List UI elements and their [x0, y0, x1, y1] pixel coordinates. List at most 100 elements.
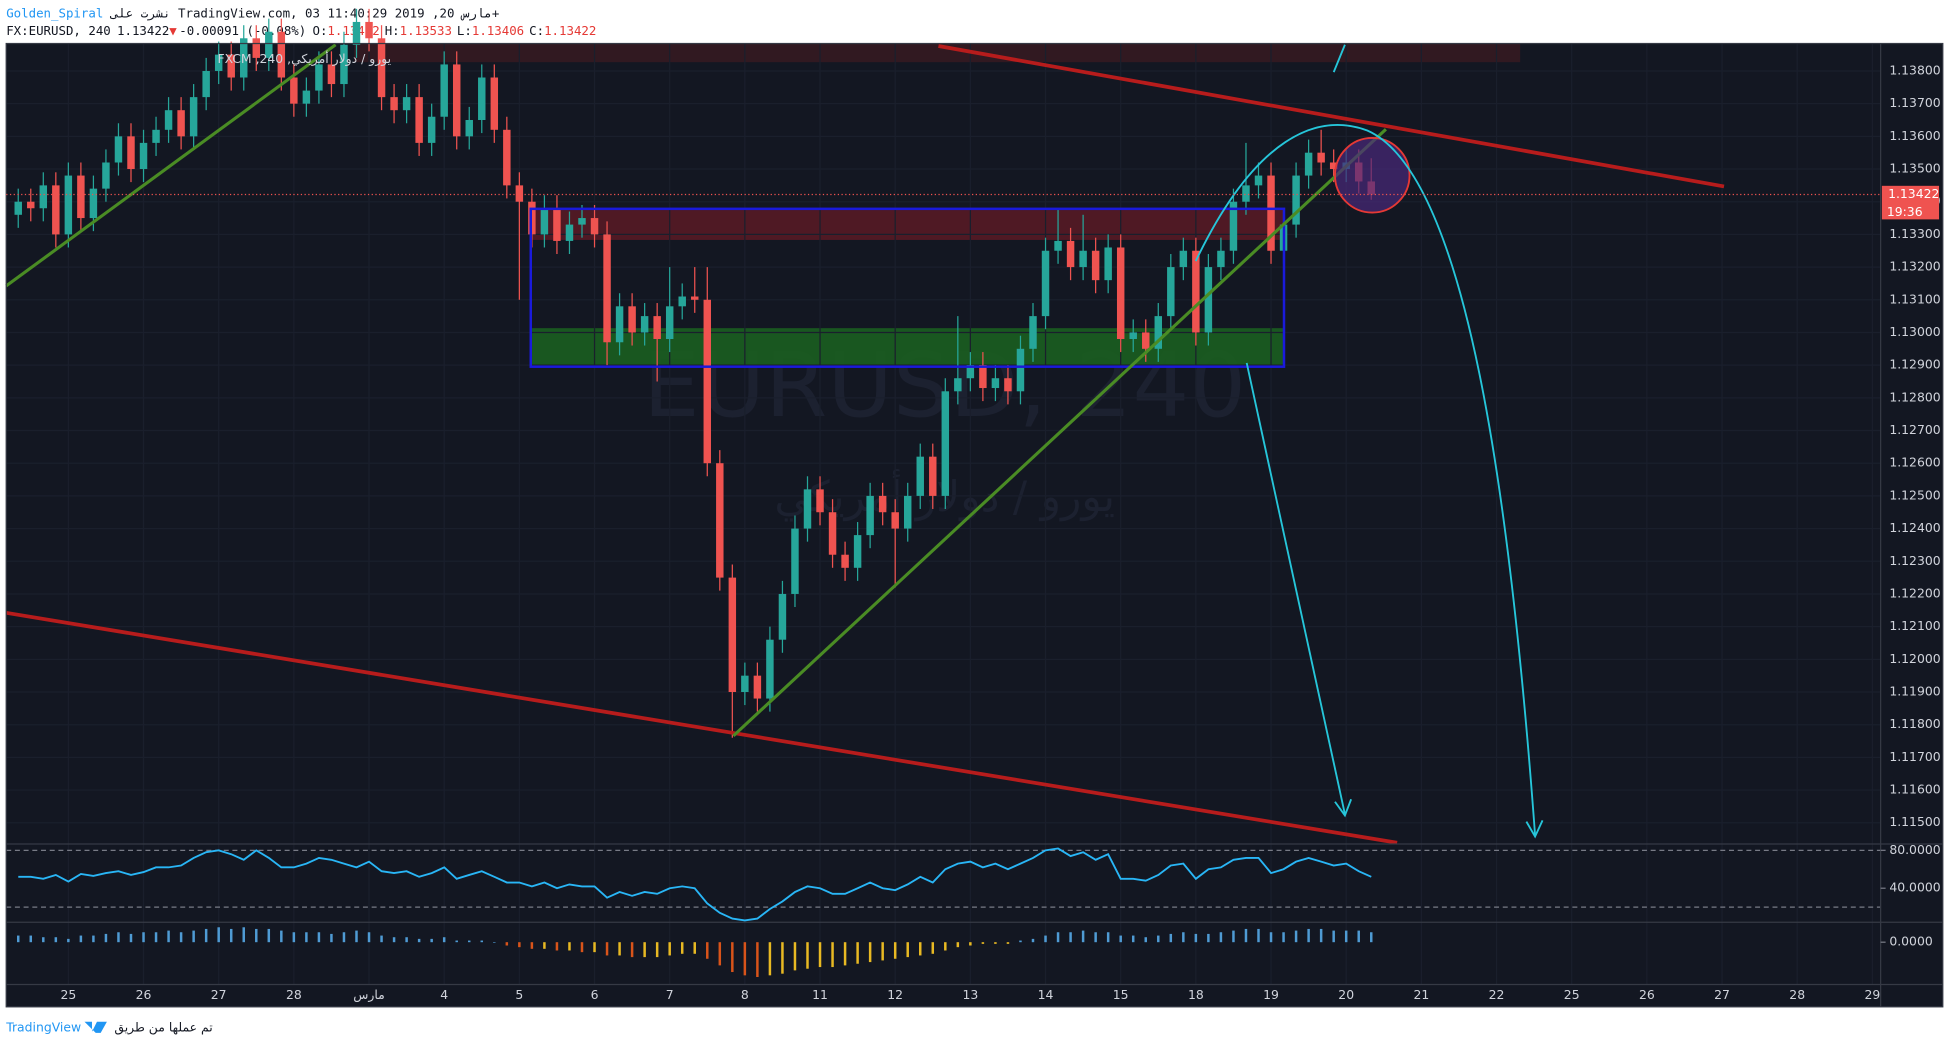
y-tick-label: 1.12800	[1889, 389, 1940, 404]
histogram-bar	[718, 942, 722, 966]
candle-body	[578, 218, 586, 225]
y-tick-label: 1.12000	[1889, 651, 1940, 666]
candle-body	[315, 64, 323, 91]
candle-body	[152, 129, 160, 143]
low: 1.13406	[472, 23, 524, 38]
channel-top	[938, 44, 1725, 189]
y-tick-label: 1.13300	[1889, 226, 1940, 241]
histogram-bar	[1019, 940, 1022, 943]
histogram-bar	[919, 942, 922, 956]
histogram-bar	[868, 942, 872, 963]
candle-body	[1029, 316, 1037, 349]
y-tick-label: 1.11700	[1889, 749, 1940, 764]
histogram-bar	[1081, 930, 1085, 943]
candle-body	[1054, 240, 1062, 251]
candle-body	[214, 54, 223, 71]
histogram-bar	[956, 942, 960, 948]
candle-body	[77, 175, 85, 219]
candle-body	[1129, 332, 1137, 339]
candle-body	[1192, 250, 1200, 333]
arrow: ▼	[169, 23, 177, 38]
x-tick-label: 29	[1864, 987, 1880, 1002]
candle-body	[991, 378, 1000, 389]
histogram-bar	[655, 942, 659, 958]
histogram-bar	[455, 940, 458, 943]
x-tick-label: 11	[812, 987, 828, 1002]
header-line: Golden_Spiral نشرت على TradingView.com, م…	[6, 5, 499, 21]
candle-body	[878, 495, 887, 513]
candle-body	[590, 218, 599, 235]
highlight-circle	[1334, 137, 1411, 214]
candle-body	[1004, 378, 1012, 392]
histogram-bar	[1319, 928, 1323, 943]
candle-body	[1016, 348, 1025, 392]
histogram-bar	[1344, 930, 1348, 943]
histogram-bar	[931, 942, 935, 954]
data-layer: 25 26 27 28 مارس 4 5 6 7 8 11 12 13 14 15 18 19 20 21 22 25 2…	[6, 8, 1881, 1003]
histogram-bar	[167, 930, 170, 943]
histogram-bar	[843, 942, 847, 966]
y-tick-label: 1.11900	[1889, 684, 1940, 699]
histogram-bar	[881, 942, 884, 961]
histogram-bar	[342, 932, 346, 943]
histogram-bar	[79, 935, 83, 943]
x-tick-label: 25	[1564, 987, 1580, 1002]
candle-body	[841, 554, 849, 568]
histogram-bar	[1357, 930, 1360, 943]
candle-body	[1179, 250, 1188, 268]
l-label: L:	[457, 23, 472, 38]
x-tick-label: 26	[1639, 987, 1655, 1002]
candle-body	[728, 577, 737, 693]
candle-body	[903, 495, 912, 529]
x-tick-label: 25	[60, 987, 76, 1002]
candle-body	[452, 64, 461, 137]
histogram-bar	[442, 937, 446, 943]
histogram-bar	[630, 942, 634, 958]
candle-body	[440, 64, 448, 117]
symbol-line: FX:EURUSD, 240 1.13422▼ -0.00091 (-0.08%) O…	[6, 23, 596, 38]
y-tick-label: 40.0000	[1889, 880, 1940, 895]
candle-body	[1167, 267, 1175, 317]
x-tick-label: 18	[1188, 987, 1204, 1002]
candle-body	[427, 116, 436, 143]
candle-body	[127, 136, 135, 170]
candle-body	[1142, 332, 1150, 349]
candle-body	[1104, 247, 1112, 281]
candle-body	[1242, 185, 1250, 202]
histogram-bar	[1282, 932, 1285, 943]
candle-body	[64, 175, 73, 235]
histogram-bar	[781, 942, 784, 974]
histogram-bar	[1094, 932, 1097, 943]
histogram-bar	[1269, 932, 1273, 943]
candle-body	[866, 495, 874, 536]
candle-body	[778, 593, 787, 640]
channel-bottom	[5, 610, 1398, 845]
histogram-bar	[580, 942, 584, 953]
candle-body	[490, 77, 499, 130]
candle-body	[478, 77, 486, 121]
histogram-bar	[142, 932, 145, 943]
range-box	[529, 207, 1286, 368]
histogram-bar	[568, 942, 571, 951]
candle-body	[1079, 250, 1087, 268]
histogram-bar	[1244, 928, 1248, 943]
x-tick-label: 13	[962, 987, 978, 1002]
supply-zone	[530, 208, 1285, 240]
x-tick-label: 27	[1714, 987, 1730, 1002]
candle-body	[803, 489, 812, 529]
y-tick-label: 1.13600	[1889, 128, 1940, 143]
candle-body	[1066, 240, 1075, 268]
histogram-bar	[756, 942, 759, 977]
histogram-bar	[1157, 935, 1160, 943]
candle-body	[929, 456, 937, 496]
candle-body	[252, 38, 261, 58]
candle-body	[565, 224, 574, 241]
candle-body	[327, 64, 336, 85]
y-tick-label: 1.13200	[1889, 259, 1940, 274]
y-tick-label: 1.12300	[1889, 553, 1940, 568]
x-tick-label: 8	[741, 987, 749, 1002]
candle-body	[202, 70, 210, 98]
drawings: يورو / دولار أمريكي, 240, FXCM 1.13800 1.…	[5, 42, 1944, 1008]
candle-body	[402, 97, 411, 111]
demand-zone	[530, 328, 1285, 367]
